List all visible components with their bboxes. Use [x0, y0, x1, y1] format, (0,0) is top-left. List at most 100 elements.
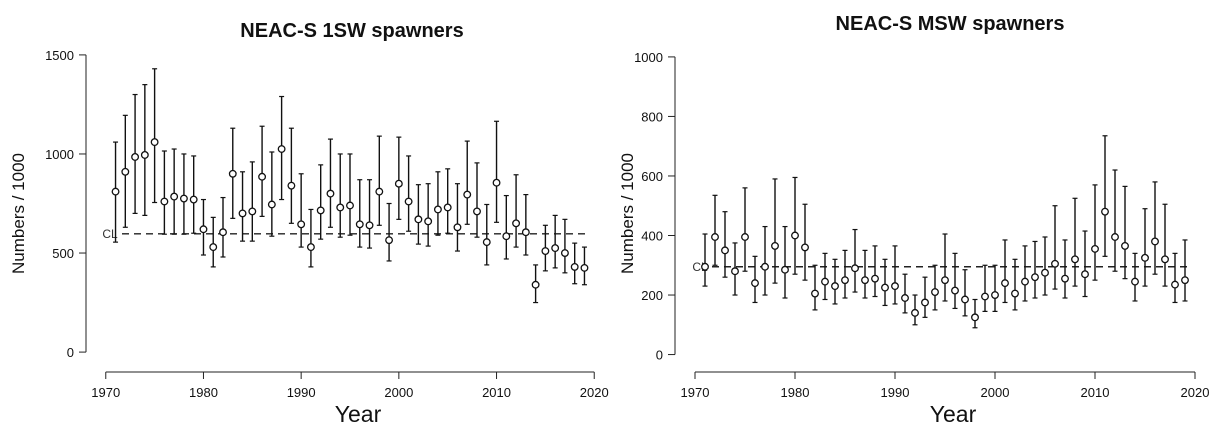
data-point — [1071, 255, 1079, 264]
x-tick-label: 2010 — [1081, 385, 1110, 400]
data-point — [1151, 237, 1159, 246]
data-point — [731, 267, 739, 276]
y-tick-label: 200 — [641, 288, 663, 303]
data-point — [1131, 277, 1139, 286]
data-point — [170, 192, 179, 201]
data-point — [881, 283, 889, 292]
data-point — [346, 201, 354, 210]
y-tick-label: 600 — [641, 169, 663, 184]
data-point — [238, 209, 247, 218]
y-tick-label: 0 — [67, 345, 74, 360]
data-point — [424, 217, 433, 226]
data-point — [821, 277, 829, 286]
data-point — [741, 233, 749, 241]
data-point — [385, 236, 394, 245]
chart-right: NEAC-S MSW spawners 1970 1980 1990 2000 2010 2… — [612, 0, 1223, 430]
data-point — [277, 145, 286, 153]
data-point — [771, 241, 779, 250]
data-point — [701, 262, 709, 271]
data-point — [228, 169, 237, 178]
data-point — [375, 187, 384, 196]
x-tick-label: 2020 — [580, 385, 609, 400]
data-point — [1081, 270, 1089, 279]
data-point — [258, 172, 267, 181]
data-point — [414, 215, 423, 224]
data-point — [355, 220, 364, 229]
x-axis-label: Year — [930, 401, 977, 427]
data-point — [492, 178, 501, 187]
x-tick-label: 1970 — [91, 385, 120, 400]
data-point — [160, 197, 169, 206]
data-point — [981, 292, 989, 301]
data-point — [150, 138, 159, 147]
x-tick-label: 1970 — [681, 385, 710, 400]
data-point — [1021, 277, 1029, 286]
data-point — [473, 207, 481, 216]
data-point — [267, 200, 276, 209]
data-point — [1121, 241, 1129, 250]
data-point — [1001, 279, 1009, 288]
data-point — [961, 295, 969, 304]
data-point — [316, 206, 325, 215]
chart-title: NEAC-S MSW spawners — [836, 13, 1065, 35]
data-point — [560, 249, 569, 257]
data-point — [326, 189, 335, 198]
data-point — [891, 282, 899, 291]
data-point — [580, 263, 589, 272]
data-point — [570, 262, 579, 271]
data-point — [443, 203, 452, 212]
y-tick-label: 500 — [52, 246, 74, 261]
data-point — [365, 221, 374, 230]
x-tick-label: 2000 — [384, 385, 413, 400]
data-point — [761, 262, 769, 271]
data-point — [751, 279, 759, 288]
data-point — [721, 246, 729, 255]
data-point — [531, 280, 540, 289]
data-point — [1111, 233, 1119, 241]
data-point — [219, 228, 227, 237]
x-tick-label: 2010 — [482, 385, 511, 400]
data-point — [482, 238, 491, 247]
chart-title: NEAC-S 1SW spawners — [240, 20, 463, 42]
data-point — [861, 276, 869, 285]
y-tick-label: 800 — [641, 109, 663, 124]
data-point — [179, 194, 188, 203]
data-point — [1041, 268, 1049, 277]
data-point — [463, 190, 472, 199]
data-point — [1181, 276, 1189, 285]
data-point — [921, 298, 929, 307]
data-point — [502, 232, 511, 241]
data-point — [551, 244, 560, 253]
data-point — [911, 308, 919, 317]
x-tick-label: 2020 — [1181, 385, 1210, 400]
data-point — [394, 179, 403, 188]
data-point — [901, 294, 909, 302]
y-tick-label: 400 — [641, 228, 663, 243]
y-tick-label: 1000 — [634, 50, 663, 65]
data-point — [841, 276, 849, 285]
data-point — [111, 187, 120, 196]
data-point — [199, 225, 208, 234]
data-point — [209, 243, 218, 252]
x-tick-label: 2000 — [981, 385, 1010, 400]
y-axis-label: Numbers / 1000 — [9, 153, 28, 274]
data-point — [1171, 280, 1179, 289]
data-point — [711, 233, 719, 241]
y-tick-label: 0 — [656, 348, 663, 363]
data-point — [831, 282, 839, 291]
data-point — [248, 207, 257, 216]
data-point — [131, 152, 140, 161]
data-point — [297, 220, 306, 229]
data-point — [521, 228, 530, 237]
data-point — [1061, 274, 1069, 283]
data-point — [871, 274, 879, 283]
data-point — [931, 288, 939, 297]
data-point — [851, 264, 859, 273]
data-point — [791, 231, 799, 240]
data-point — [541, 247, 550, 255]
data-point — [1101, 207, 1109, 216]
data-point — [1031, 273, 1039, 282]
chart-svg: NEAC-S 1SW spawners 1970 1980 1990 2000 2010 2… — [9, 20, 609, 427]
data-point — [1091, 244, 1099, 253]
